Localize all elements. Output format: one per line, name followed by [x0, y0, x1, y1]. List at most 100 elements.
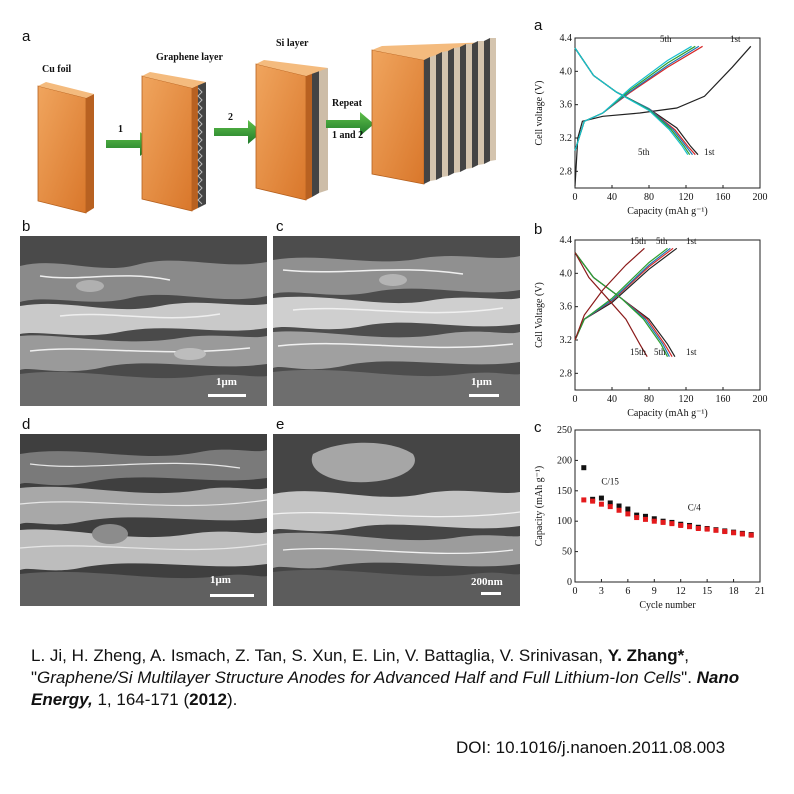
- sem-d-label: d: [22, 416, 31, 433]
- sem-image-d: 1μm: [20, 434, 267, 606]
- chart-c-series-1-point: [651, 518, 657, 524]
- chart-c-series-1-point: [598, 501, 604, 507]
- cu-foil-sheet: [37, 82, 94, 214]
- citation-journal: Nano Energy,: [31, 668, 740, 709]
- chart-c-xtick-label: 18: [729, 586, 739, 597]
- chart-a-series-1-charge-line: [574, 45, 703, 151]
- graphene-layer-label: Graphene layer: [156, 52, 223, 63]
- si-coated-sheet: [255, 60, 328, 201]
- citation: L. Ji, H. Zheng, A. Ismach, Z. Tan, S. X…: [31, 645, 771, 711]
- chart-a-panel-label: a: [534, 18, 543, 34]
- arrow-repeat: [326, 112, 374, 136]
- chart-c-series-1-point: [642, 516, 648, 522]
- chart-a-x-axis-label: Capacity (mAh g⁻¹): [627, 206, 707, 217]
- sem-image-e: 200nm: [273, 434, 520, 606]
- chart-c-series-1-point: [607, 504, 613, 510]
- chart-b-series-3-discharge-line: [574, 252, 669, 357]
- chart-c-series-0-point: [625, 506, 631, 512]
- chart-b-series-0-charge-line: [574, 247, 678, 341]
- chart-a-plot-frame: [574, 37, 761, 189]
- chart-c-series-1-point: [625, 511, 631, 517]
- chart-a-series-4-discharge-line: [574, 47, 689, 156]
- multilayer-stack: [371, 38, 496, 185]
- chart-c-x-axis-label: Cycle number: [639, 600, 696, 611]
- chart-b-series-3-charge-line: [574, 247, 668, 341]
- chart-a-xtick-label: 40: [607, 192, 617, 203]
- chart-a-xtick-label: 160: [716, 192, 731, 203]
- step-1-label: 1: [118, 124, 123, 135]
- chart-b-series-0-discharge-line: [574, 252, 676, 358]
- chart-c-ytick-label: 50: [562, 547, 572, 558]
- chart-b-xtick-label: 160: [716, 394, 731, 405]
- chart-c-ytick-label: 0: [567, 577, 572, 588]
- chart-b-y-axis-label: Cell Voltage (V): [534, 282, 545, 348]
- citation-comma: ,: [684, 646, 689, 665]
- chart-a-series-2-charge-line: [574, 45, 700, 151]
- chart-c-xtick-label: 12: [676, 586, 686, 597]
- chart-b-xtick-label: 120: [679, 394, 694, 405]
- chart-c-series-1-point: [687, 524, 693, 530]
- chart-b-annotation: 15th: [630, 347, 647, 357]
- chart-a-ytick-label: 3.6: [560, 100, 573, 111]
- citation-corresponding-author: Y. Zhang*: [607, 646, 685, 665]
- chart-b-ytick-label: 4.4: [560, 235, 573, 246]
- chart-a-ytick-label: 2.8: [560, 166, 573, 177]
- chart-a-annotation: 5th: [638, 147, 650, 157]
- sem-image-b: 1μm: [20, 236, 267, 406]
- chart-c-ytick-label: 250: [557, 425, 572, 436]
- schematic-illustration: [37, 38, 496, 214]
- sem-e-scale: 200nm: [471, 576, 503, 588]
- sem-c-scale: 1μm: [471, 376, 492, 388]
- chart-c-series-1-point: [704, 526, 710, 532]
- chart-a-y-axis-label: Cell voltage (V): [534, 81, 545, 146]
- chart-c-y-axis-label: Capacity (mAh g⁻¹): [534, 466, 545, 546]
- chart-a-ytick-label: 4.0: [560, 66, 573, 77]
- chart-c-ytick-label: 100: [557, 516, 572, 527]
- chart-a-xtick-label: 0: [573, 192, 578, 203]
- chart-c-ytick-label: 200: [557, 455, 572, 466]
- chart-b-ytick-label: 3.6: [560, 302, 573, 313]
- repeat-label-line2: 1 and 2: [332, 130, 364, 141]
- schematic-panel: a: [22, 28, 527, 218]
- chart-a-xtick-label: 120: [679, 192, 694, 203]
- chart-c-series-0-point: [581, 465, 587, 471]
- chart-c-xtick-label: 6: [625, 586, 630, 597]
- sem-d-scale: 1μm: [210, 574, 231, 586]
- chart-b-ytick-label: 2.8: [560, 368, 573, 379]
- chart-b-annotation: 15th: [630, 236, 647, 246]
- chart-c-series-1-point: [634, 515, 640, 521]
- citation-volume-pages: 1, 164-171 (: [92, 690, 190, 709]
- chart-c-series-1-point: [669, 521, 675, 527]
- chart-b-ytick-label: 3.2: [560, 335, 573, 346]
- sem-b-label: b: [22, 218, 31, 235]
- citation-year: 2012: [189, 690, 227, 709]
- sem-image-c: 1μm: [273, 236, 520, 406]
- sem-c-label: c: [276, 218, 284, 235]
- chart-b-xtick-label: 0: [573, 394, 578, 405]
- chart-c-panel-label: c: [534, 420, 542, 436]
- chart-b-xtick-label: 80: [644, 394, 654, 405]
- chart-c-series-0-point: [616, 503, 622, 509]
- chart-b-annotation: 5th: [656, 236, 668, 246]
- chart-b-plot-frame: [574, 239, 761, 391]
- chart-c-series-1-point: [590, 498, 596, 504]
- chart-c-series-0-point: [598, 495, 604, 501]
- chart-c-xtick-label: 21: [755, 586, 765, 597]
- repeat-label-line1: Repeat: [332, 98, 362, 109]
- chart-c-series-0-point: [607, 500, 613, 506]
- graphene-coated-sheet: [141, 72, 206, 212]
- chart-a-annotation: 1st: [704, 147, 715, 157]
- chart-b-annotation: 5th: [654, 347, 666, 357]
- chart-c-annotation: C/15: [601, 477, 619, 487]
- chart-a-xtick-label: 200: [753, 192, 768, 203]
- chart-c-ytick-label: 150: [557, 486, 572, 497]
- chart-c-series-0-point: [642, 513, 648, 519]
- citation-tail: ).: [226, 690, 238, 709]
- chart-c-series-1-point: [660, 519, 666, 525]
- chart-b-panel-label: b: [534, 222, 542, 238]
- chart-c-series-1-point: [739, 531, 745, 537]
- chart-a-series-0-charge-line: [574, 45, 752, 187]
- chart-c-series-1-point: [722, 529, 728, 535]
- chart-b-annotation: 1st: [686, 347, 697, 357]
- chart-b-series-4-discharge-line: [574, 252, 648, 358]
